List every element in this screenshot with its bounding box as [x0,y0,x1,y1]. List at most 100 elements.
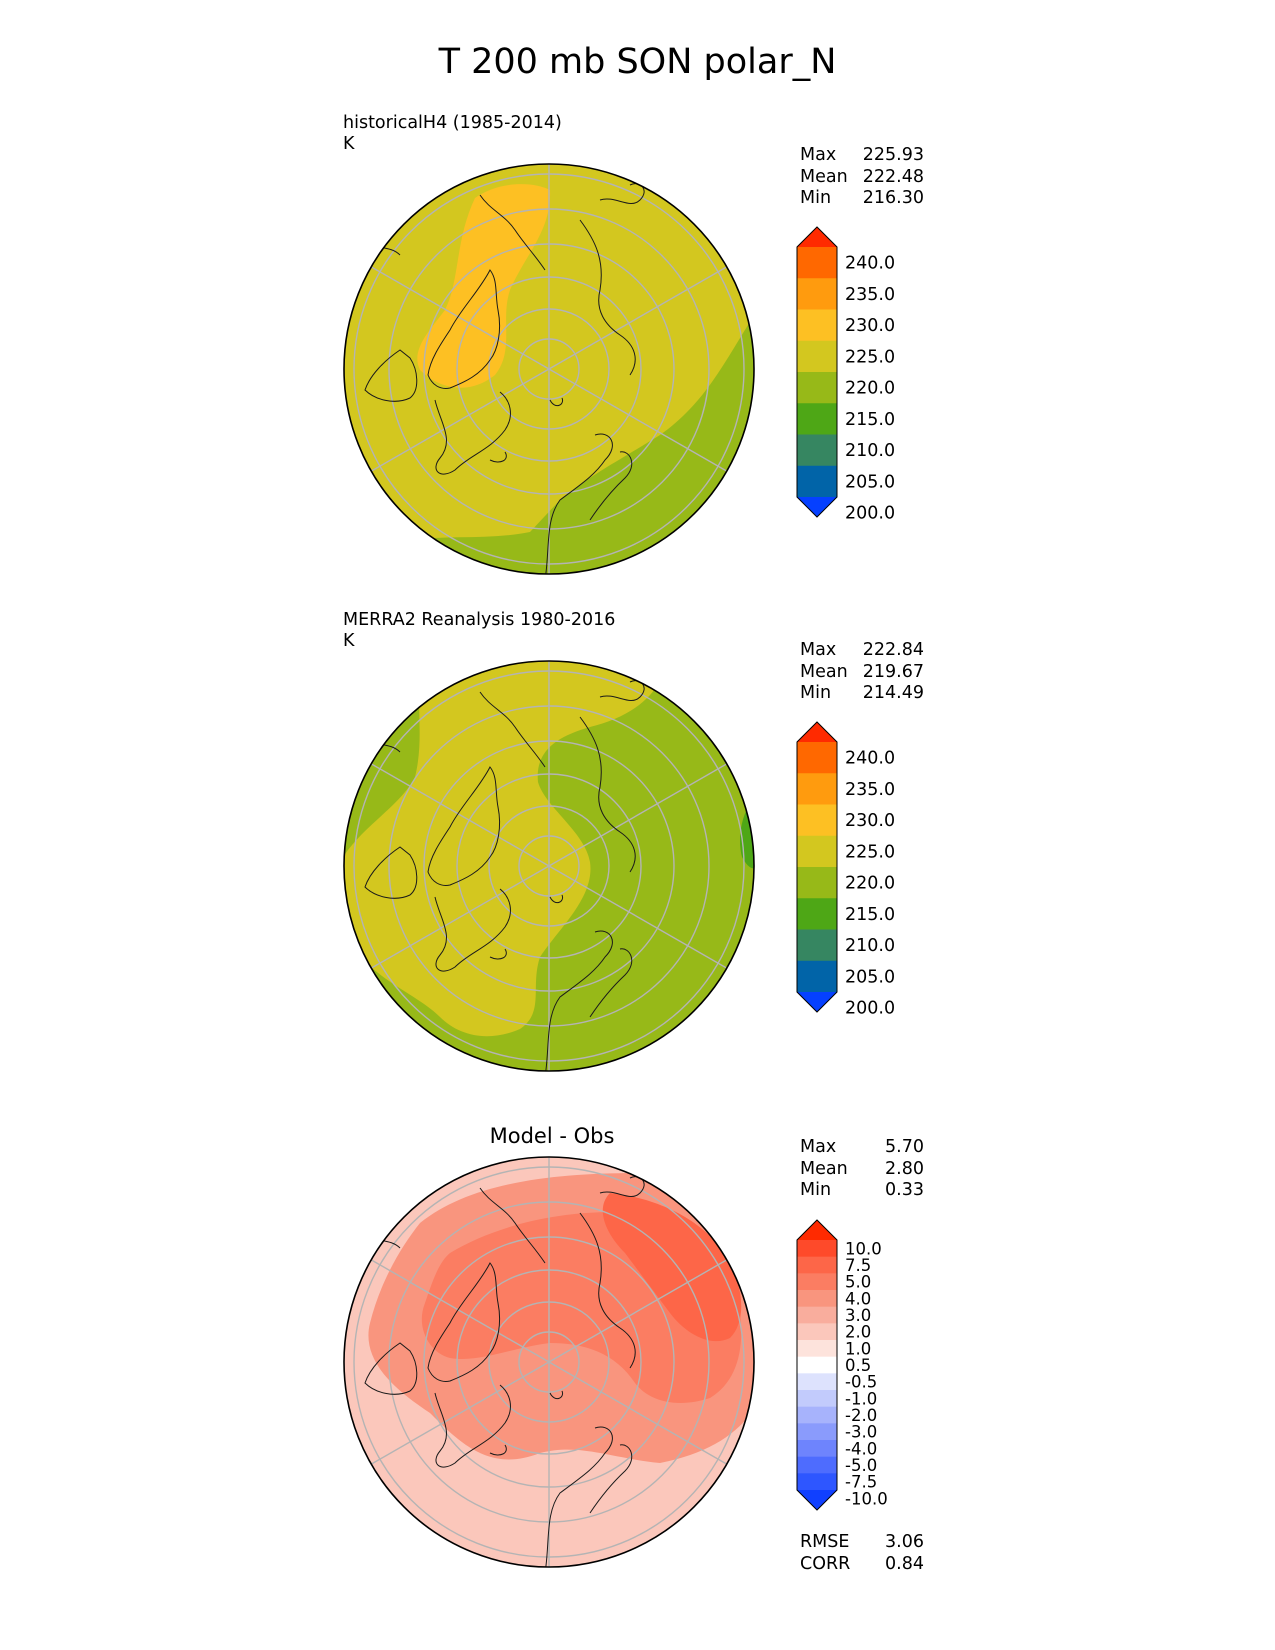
panel1-colorbar-segment [797,309,837,342]
panel3-colorbar-tick-label: 7.5 [845,1256,871,1275]
panel3-colorbar-tick-label: 10.0 [845,1239,882,1258]
panel3-colorbar-segment [797,1256,837,1274]
panel2-title: MERRA2 Reanalysis 1980-2016 K [343,610,615,652]
panel3-colorbar-segment [797,1290,837,1308]
panel2-colorbar-segment [797,867,837,899]
panel2-colorbar-tick-label: 205.0 [845,967,895,987]
panel2-colorbar: 240.0 235.0 230.0 225.0 220.0 215.0 210.0 205.0… [796,721,895,1018]
panel1-field-cool-southeast [400,310,754,574]
panel3-colorbar-segment [797,1356,837,1374]
panel1-stat-min: Min 216.30 [800,188,924,208]
panel2-map-boundary [343,660,755,1072]
panel3-colorbar-tick-label: 4.0 [845,1289,871,1308]
panel1-colorbar-tick-label: 220.0 [845,379,895,399]
panel3-colorbar-tick-label: -10.0 [845,1489,888,1508]
panel2-colorbar-tick-label: 230.0 [845,811,895,831]
panel2-stat-mean: Mean 219.67 [800,661,924,682]
panel1-stat-max: Max 225.93 [800,145,924,165]
panel2-colorbar-extend-bottom [797,992,837,1012]
panel1-colorbar-extend-top [797,227,837,247]
panel3-colorbar-segment [797,1306,837,1324]
panel3-colorbar-tick-label: 2.0 [845,1323,871,1342]
panel3-title: Model - Obs [489,1124,615,1148]
panel2-case-label: MERRA2 Reanalysis 1980-2016 [343,610,616,630]
panel1-map-boundary [343,163,755,575]
panel3-colorbar-tick-label: -3.0 [845,1423,877,1442]
panel1-graticule [353,164,745,574]
panel3-colorbar-segment [797,1340,837,1358]
panel1-units: K [343,134,355,154]
panel3-colorbar-segment [797,1273,837,1291]
panel2-colorbar-tick-label: 215.0 [845,905,895,925]
panel2-colorbar-tick-label: 225.0 [845,842,895,862]
panel1-colorbar-tick-label: 240.0 [845,254,895,274]
panel3-coastlines [359,1176,645,1567]
panel3-stat-mean: Mean 2.80 [800,1158,924,1179]
panel3-colorbar-tick-label: -2.0 [845,1406,877,1425]
panel1-colorbar-segment [797,340,837,373]
panel3-colorbar-segment [797,1423,837,1441]
panel3-colorbar-segment [797,1373,837,1391]
panel1-colorbar-segment [797,403,837,435]
panel1-colorbar-tick-label: 235.0 [845,285,895,305]
panel1-colorbar-segment [797,372,837,404]
panel3-colorbar-segment [797,1406,837,1424]
panel2-polar-map [343,660,755,1072]
panel1-case-label: historicalH4 (1985-2014) [343,113,562,133]
panel1-colorbar: 240.0 235.0 230.0 225.0 220.0 215.0 210.0 205.0… [796,226,895,523]
panel2-colorbar-extend-top [797,722,837,742]
panel2-colorbar-segment [797,960,837,993]
panel2-colorbar-segment [797,804,837,837]
panel3-colorbar-tick-label: 0.5 [845,1356,871,1375]
panel2-colorbar-segment [797,773,837,805]
panel1-colorbar-tick-label: 200.0 [845,504,895,523]
panel3-colorbar: 10.07.55.04.03.02.01.00.5-0.5-1.0-2.0-3.… [796,1219,888,1511]
panel1-colorbar-tick-label: 215.0 [845,410,895,430]
panel2-colorbar-outline [796,721,838,1013]
panel3-colorbar-segment [797,1456,837,1474]
panel3-colorbar-tick-label: 3.0 [845,1306,871,1325]
panel3-colorbar-tick-label: -5.0 [845,1456,877,1475]
panel3-colorbar-tick-label: -7.5 [845,1473,877,1492]
panel2-colorbar-segment [797,835,837,868]
panel3-map-boundary [343,1156,755,1568]
panel3-stat-max: Max 5.70 [800,1137,924,1157]
panel3-colorbar-extend-bottom [797,1490,837,1510]
panel2-colorbar-segment [797,742,837,774]
panel1-colorbar-tick-label: 210.0 [845,441,895,461]
panel3-graticule [353,1157,745,1567]
panel3-colorbar-tick-label: -1.0 [845,1389,877,1408]
panel2-colorbar-tick-label: 240.0 [845,749,895,769]
panel3-colorbar-tick-label: 5.0 [845,1273,871,1292]
panel3-metric-rmse: RMSE 3.06 [800,1532,924,1552]
panel1-colorbar-segment [797,465,837,498]
panel3-stats: Max 5.70 Mean 2.80 Min 0.33 [800,1137,924,1202]
panel1-polar-map [343,163,755,575]
panel1-field-warm-greenland [417,184,551,388]
panel3-colorbar-tick-label: 1.0 [845,1339,871,1358]
panel3-colorbar-outline [796,1219,838,1511]
panel1-colorbar-outline [796,226,838,518]
panel3-polar-map [343,1156,755,1568]
panel3-field-top [602,1193,742,1342]
panel2-stats: Max 222.84 Mean 219.67 Min 214.49 [800,640,924,705]
panel1-colorbar-extend-bottom [797,497,837,517]
panel1-title: historicalH4 (1985-2014) K [343,113,562,155]
panel3-colorbar-segment [797,1323,837,1341]
panel3-colorbar-tick-label: -4.0 [845,1439,877,1458]
panel2-graticule [353,661,745,1071]
panel3-colorbar-segment [797,1390,837,1408]
panel2-stat-max: Max 222.84 [800,640,924,660]
panel1-colorbar-tick-label: 205.0 [845,472,895,492]
panel1-colorbar-segment [797,247,837,279]
panel2-colorbar-tick-label: 220.0 [845,874,895,894]
panel3-colorbar-segment [797,1240,837,1258]
panel1-colorbar-segment [797,434,837,467]
panel2-stat-min: Min 214.49 [800,683,924,703]
panel1-stat-mean: Mean 222.48 [800,166,924,187]
panel3-colorbar-segment [797,1473,837,1491]
panel2-colorbar-segment [797,929,837,962]
panel1-colorbar-segment [797,278,837,310]
panel3-stat-min: Min 0.33 [800,1180,924,1200]
panel3-colorbar-extend-top [797,1220,837,1240]
